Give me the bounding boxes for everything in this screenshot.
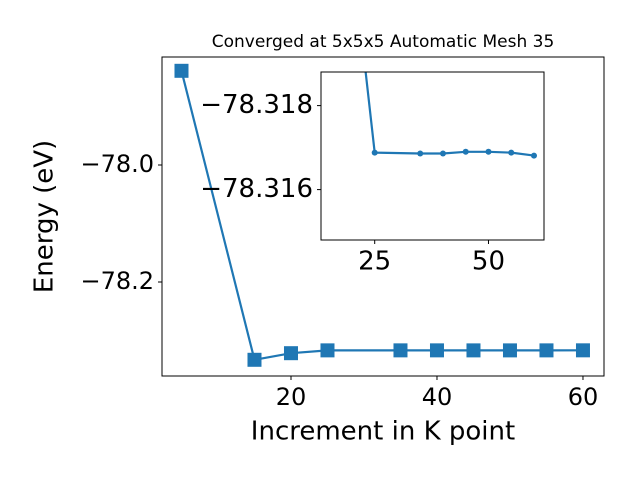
axes-frame bbox=[320, 71, 545, 241]
x-tick-label: 50 bbox=[472, 247, 505, 277]
y-tick-label: −78.2 bbox=[80, 267, 154, 295]
y-tick-label: −78.316 bbox=[200, 174, 313, 204]
y-tick-label: −78.318 bbox=[200, 90, 313, 120]
x-tick-label: 60 bbox=[568, 383, 599, 411]
marker bbox=[530, 152, 537, 159]
marker bbox=[320, 343, 335, 358]
chart-title: Converged at 5x5x5 Automatic Mesh 35 bbox=[212, 32, 555, 52]
x-tick-label: 40 bbox=[422, 383, 453, 411]
x-tick-label: 25 bbox=[358, 247, 391, 277]
plot-area bbox=[321, 72, 544, 240]
marker bbox=[439, 150, 446, 157]
plot bbox=[364, 72, 537, 159]
axes-frame bbox=[161, 56, 605, 377]
marker bbox=[393, 343, 408, 358]
y-tick-label: −78.0 bbox=[80, 150, 154, 178]
marker bbox=[247, 352, 262, 367]
marker bbox=[502, 343, 517, 358]
marker bbox=[485, 148, 492, 155]
marker bbox=[174, 63, 189, 78]
marker bbox=[575, 343, 590, 358]
marker bbox=[462, 148, 469, 155]
y-axis-label: Energy (eV) bbox=[30, 140, 60, 293]
marker bbox=[539, 343, 554, 358]
marker bbox=[429, 343, 444, 358]
marker bbox=[417, 150, 424, 157]
series-line bbox=[364, 72, 535, 157]
x-axis-label: Increment in K point bbox=[251, 417, 515, 447]
axes: 25 50 −78.318 −78.316 bbox=[200, 71, 545, 277]
marker bbox=[371, 149, 378, 156]
plot bbox=[174, 63, 590, 367]
x-tick-label: 20 bbox=[276, 383, 307, 411]
marker bbox=[466, 343, 481, 358]
marker bbox=[283, 346, 298, 361]
series-line bbox=[180, 70, 583, 362]
marker bbox=[508, 149, 515, 156]
